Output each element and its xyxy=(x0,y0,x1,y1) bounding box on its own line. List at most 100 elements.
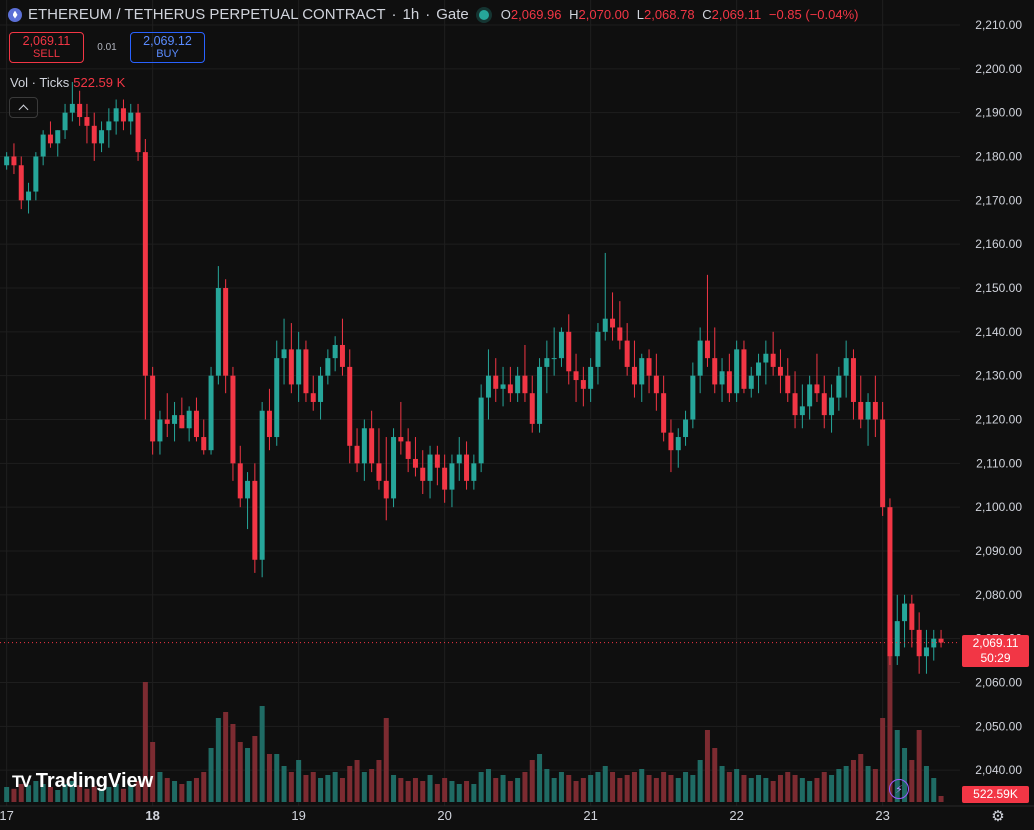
candle-body xyxy=(223,288,229,376)
volume-bar xyxy=(485,769,491,802)
candle-body xyxy=(522,375,528,394)
volume-bar xyxy=(120,788,126,802)
volume-bar xyxy=(252,736,258,802)
last-price: 2,069.11 xyxy=(972,636,1019,650)
candle-body xyxy=(719,371,725,385)
candle-body xyxy=(865,401,871,420)
volume-legend-label: Vol · Ticks xyxy=(10,75,70,90)
candle-body xyxy=(310,393,316,402)
bar-countdown: 50:29 xyxy=(980,651,1011,665)
candle-body xyxy=(551,358,557,360)
candle-body xyxy=(18,165,24,201)
candle-body xyxy=(84,117,90,126)
candle-body xyxy=(537,366,543,424)
volume-bar xyxy=(617,778,623,802)
volume-bar xyxy=(135,781,141,802)
separator: · xyxy=(425,6,431,23)
lightning-icon[interactable]: ⚡ xyxy=(889,779,909,799)
low-value: 2,068.78 xyxy=(643,7,695,22)
candle-body xyxy=(566,331,572,372)
time-axis[interactable]: 17 18 19 20 21 22 23 xyxy=(0,805,1034,823)
candle-body xyxy=(829,397,835,416)
volume-bar xyxy=(456,784,462,802)
candle-body xyxy=(507,384,513,394)
price-tick-label: 2,130.00 xyxy=(975,369,1022,383)
candle-body xyxy=(26,191,32,201)
exchange[interactable]: Gate xyxy=(436,6,469,23)
interval[interactable]: 1h xyxy=(402,6,420,23)
candle-body xyxy=(33,156,39,192)
tradingview-logo[interactable]: TV TradingView xyxy=(12,770,153,793)
price-tick-label: 2,200.00 xyxy=(975,62,1022,76)
volume-bar xyxy=(288,772,294,802)
last-price-label: 2,069.11 50:29 xyxy=(962,635,1029,667)
volume-bar xyxy=(872,769,878,802)
volume-bar xyxy=(792,775,798,802)
candle-body xyxy=(529,393,535,424)
volume-bar xyxy=(493,778,499,802)
gear-icon[interactable]: ⚙ xyxy=(991,808,1005,825)
volume-bar xyxy=(902,748,908,802)
chevron-up-icon[interactable] xyxy=(9,97,38,118)
time-tick-label: 22 xyxy=(729,808,743,823)
open-value: 2,069.96 xyxy=(510,7,562,22)
price-tick-label: 2,050.00 xyxy=(975,719,1022,733)
price-axis[interactable]: 2,210.00 2,200.00 2,190.00 2,180.00 2,170.00… xyxy=(975,18,1022,777)
candle-body xyxy=(880,419,886,508)
symbol-title[interactable]: ETHEREUM / TETHERUS PERPETUAL CONTRACT xyxy=(28,6,386,23)
candle-body xyxy=(661,393,667,433)
volume-bar xyxy=(734,769,740,802)
volume-legend-value: 522.59 K xyxy=(73,75,126,90)
volume-bar xyxy=(931,778,937,802)
candle-body xyxy=(361,428,367,464)
candle-body xyxy=(712,358,718,385)
candle-body xyxy=(595,331,601,367)
volume-bar xyxy=(179,784,185,802)
candle-body xyxy=(91,125,97,144)
volume-bar xyxy=(296,760,302,802)
candle-body xyxy=(434,454,440,468)
price-tick-label: 2,100.00 xyxy=(975,500,1022,514)
candle-body xyxy=(807,384,813,407)
volume-bar xyxy=(500,775,506,802)
volume-bar xyxy=(259,706,265,802)
volume-bar xyxy=(471,784,477,802)
volume-bar xyxy=(230,724,236,802)
volume-bar xyxy=(193,778,199,802)
candle-body xyxy=(383,480,389,499)
candle-body xyxy=(4,156,10,166)
sell-price: 2,069.11 xyxy=(22,34,71,48)
volume-bar xyxy=(573,781,579,802)
candlesticks xyxy=(4,81,944,674)
volume-bar xyxy=(266,754,272,802)
buy-button[interactable]: 2,069.12 BUY xyxy=(130,32,205,63)
volume-bar xyxy=(237,742,243,802)
sell-button[interactable]: 2,069.11 SELL xyxy=(9,32,84,63)
candle-body xyxy=(485,375,491,398)
volume-bar xyxy=(916,730,922,802)
candle-body xyxy=(515,375,521,394)
candle-body xyxy=(573,371,579,381)
change-value: −0.85 (−0.04%) xyxy=(768,7,859,22)
buy-label: BUY xyxy=(156,48,179,60)
volume-legend[interactable]: Vol · Ticks 522.59 K xyxy=(10,75,125,90)
volume-bar xyxy=(113,784,119,802)
volume-bar xyxy=(661,772,667,802)
volume-bar xyxy=(215,718,221,802)
volume-bar xyxy=(18,784,24,802)
volume-bar xyxy=(172,781,178,802)
volume-bar xyxy=(478,772,484,802)
volume-bar xyxy=(799,778,805,802)
candle-body xyxy=(186,410,192,429)
candle-body xyxy=(142,152,148,376)
volume-bar xyxy=(602,766,608,802)
volume-bar xyxy=(683,772,689,802)
volume-bar xyxy=(77,785,83,802)
volume-bar xyxy=(697,760,703,802)
volume-bar xyxy=(770,781,776,802)
candle-body xyxy=(675,437,681,451)
candle-body xyxy=(449,463,455,490)
candle-body xyxy=(456,454,462,464)
price-tick-label: 2,090.00 xyxy=(975,544,1022,558)
